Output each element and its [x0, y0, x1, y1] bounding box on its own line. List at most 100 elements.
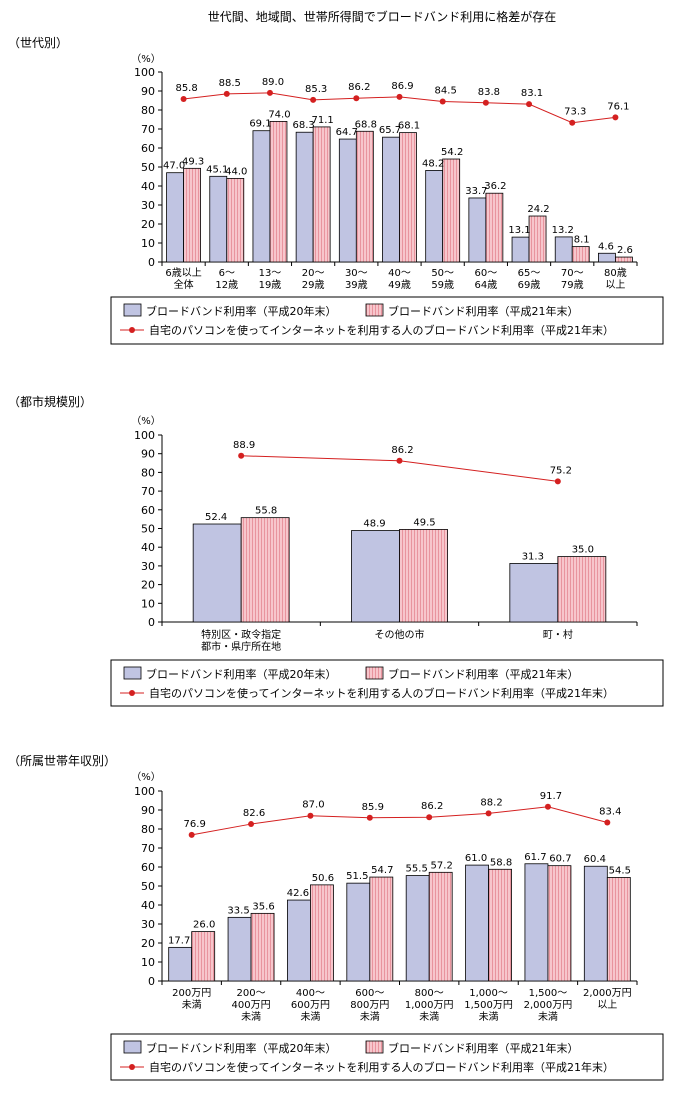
line-point — [223, 90, 230, 97]
data-label-2009: 54.2 — [441, 147, 463, 158]
line-data-label: 86.2 — [391, 445, 413, 456]
bar-2009 — [528, 215, 547, 263]
data-label-2008: 68.3 — [293, 120, 315, 131]
bar-2009 — [312, 126, 331, 263]
bar-2008 — [227, 916, 252, 982]
y-tick-label: 10 — [141, 597, 155, 610]
data-label-2009: 71.1 — [312, 115, 334, 126]
data-label-2008: 65.7 — [379, 125, 401, 136]
data-label-2009: 36.2 — [484, 181, 506, 192]
x-tick-label: 60～ 64歳 — [474, 268, 497, 291]
legend-label-line: 自宅のパソコンを使ってインターネットを利用する人のブロードバンド利用率（平成21… — [149, 323, 614, 337]
x-tick-label: 13～ 19歳 — [259, 268, 282, 291]
line-series-home-pc — [191, 806, 608, 836]
line-data-label: 83.4 — [599, 807, 621, 818]
y-tick-label: 90 — [141, 804, 155, 817]
line-data-label: 76.9 — [184, 819, 206, 830]
line-point — [366, 814, 373, 821]
x-tick-label: 80歳以上 — [604, 267, 627, 291]
x-tick-label: 200万円未満 — [172, 988, 211, 1011]
y-tick-label: 30 — [141, 560, 155, 573]
legend-label-2008: ブロードバンド利用率（平成20年末） — [146, 667, 337, 681]
y-tick-label: 100 — [134, 66, 155, 79]
data-label-2009: 68.8 — [355, 119, 377, 130]
bar-2008 — [338, 138, 357, 263]
y-tick-label: 100 — [134, 429, 155, 442]
x-tick-label: 40～ 49歳 — [388, 268, 411, 291]
data-label-2008: 52.4 — [205, 512, 227, 523]
y-unit-label: （%） — [131, 53, 161, 65]
data-label-2008: 51.5 — [346, 871, 368, 882]
bar-2008 — [405, 875, 430, 982]
legend-label-2009: ブロードバンド利用率（平成21年末） — [388, 304, 579, 318]
bar-2009 — [355, 130, 374, 263]
bar-2009 — [310, 884, 334, 982]
y-unit-label: （%） — [131, 415, 161, 427]
data-label-2008: 60.4 — [584, 854, 606, 865]
bar-2009 — [606, 877, 631, 982]
section-label: （世代別） — [8, 36, 68, 50]
line-point — [485, 810, 492, 817]
bar-2008 — [166, 172, 184, 263]
data-label-2009: 44.0 — [225, 166, 247, 177]
data-label-2009: 49.5 — [413, 517, 435, 528]
bar-2009 — [557, 556, 607, 623]
y-tick-label: 70 — [141, 842, 155, 855]
legend-line-marker — [129, 327, 135, 333]
line-point — [353, 95, 360, 102]
y-tick-label: 70 — [141, 123, 155, 136]
data-label-2008: 13.2 — [552, 225, 574, 236]
data-label-2008: 4.6 — [598, 241, 614, 252]
bar-2008 — [509, 563, 559, 623]
line-point — [180, 95, 187, 102]
y-tick-label: 80 — [141, 466, 155, 479]
line-data-label: 89.0 — [262, 77, 284, 88]
line-point — [188, 831, 195, 838]
bar-2009 — [191, 931, 216, 982]
section-label: （都市規模別） — [8, 394, 92, 409]
data-label-2009: 57.2 — [431, 860, 453, 871]
y-tick-label: 90 — [141, 85, 155, 98]
y-tick-label: 0 — [148, 975, 155, 988]
line-data-label: 83.1 — [521, 88, 543, 99]
data-label-2009: 68.1 — [398, 121, 420, 132]
x-tick-label: 65～ 69歳 — [518, 268, 541, 291]
figure-title: 世代間、地域間、世帯所得間でブロードバンド利用に格差が存在 — [208, 9, 557, 24]
bar-2009 — [571, 246, 590, 263]
bar-2008 — [295, 131, 314, 263]
data-label-2009: 49.3 — [182, 156, 204, 167]
data-label-2008: 45.1 — [206, 164, 228, 175]
y-tick-label: 20 — [141, 937, 155, 950]
bar-2008 — [192, 523, 242, 623]
bar-2008 — [468, 197, 487, 263]
chart-panel-1: （世代別） （%） 0 10 20 30 40 50 60 70 80 90 100 47.049.345… — [8, 36, 664, 345]
x-tick-label: 30～ 39歳 — [345, 268, 368, 291]
y-tick-label: 20 — [141, 218, 155, 231]
line-data-label: 86.2 — [348, 82, 370, 93]
bar-2009 — [183, 167, 201, 263]
bar-2008 — [524, 863, 549, 982]
data-label-2009: 50.6 — [312, 873, 334, 884]
y-tick-label: 0 — [148, 256, 155, 269]
legend: ブロードバンド利用率（平成20年末） ブロードバンド利用率（平成21年末） 自宅のパ… — [110, 1033, 664, 1081]
data-label-2009: 8.1 — [574, 235, 590, 246]
data-label-2008: 61.7 — [524, 852, 546, 863]
x-tick-label: 20～ 29歳 — [302, 268, 325, 291]
x-tick-label: 800～ 1,000万円未満 — [405, 988, 454, 1023]
x-tick-label: その他の市 — [375, 628, 425, 641]
legend-swatch-2009 — [365, 666, 384, 680]
y-tick-label: 50 — [141, 523, 155, 536]
legend-frame — [110, 659, 664, 707]
legend-label-line: 自宅のパソコンを使ってインターネットを利用する人のブロードバンド利用率（平成21… — [149, 1060, 614, 1074]
data-label-2008: 48.9 — [363, 519, 385, 530]
legend: ブロードバンド利用率（平成20年末） ブロードバンド利用率（平成21年末） 自宅のパ… — [110, 296, 664, 345]
y-tick-label: 30 — [141, 918, 155, 931]
legend-swatch-2008 — [123, 1040, 142, 1054]
legend-swatch-2009 — [365, 303, 384, 317]
data-label-2008: 61.0 — [465, 853, 487, 864]
bar-2008 — [351, 530, 400, 623]
bar-2009 — [399, 529, 448, 623]
x-tick-label: 6～ 12歳 — [215, 268, 238, 291]
line-data-label: 87.0 — [302, 800, 324, 811]
